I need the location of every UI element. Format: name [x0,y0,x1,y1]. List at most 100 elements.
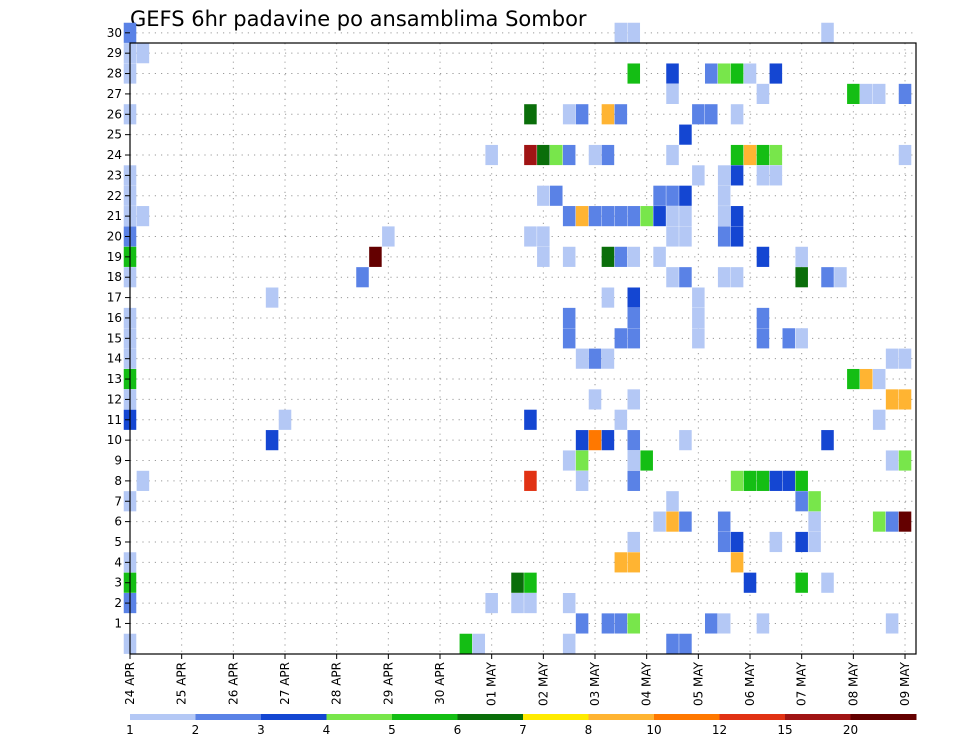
heatmap-cell [666,83,679,104]
y-tick-label: 7 [114,494,122,508]
x-tick-label: 07 MAY [795,661,809,706]
heatmap-cell [898,348,912,369]
heatmap-cell [679,185,692,206]
heatmap-cell [872,511,886,532]
x-tick-label: 26 APR [226,662,240,705]
x-tick-label: 08 MAY [846,661,860,706]
heatmap-cell [743,470,757,491]
heatmap-cell [459,633,473,654]
color-legend: 1 2 3 4 5 6 7 8 10 12 15 20 [126,714,917,737]
heatmap-cell [356,267,369,288]
legend-swatch [195,714,262,720]
heatmap-cell [705,613,718,634]
heatmap-cell [666,206,679,227]
heatmap-cell [614,22,628,43]
y-tick-label: 13 [107,372,122,386]
heatmap-cell [756,246,770,267]
y-tick-label: 25 [107,128,122,142]
y-tick-label: 1 [114,616,122,630]
heatmap-cell [821,267,834,288]
heatmap-cell [898,83,912,104]
y-tick-label: 21 [107,209,122,223]
heatmap-cell [537,246,550,267]
legend-label: 4 [323,723,331,737]
legend-swatch [850,714,917,720]
heatmap-cell [692,328,705,349]
legend-swatch [130,714,196,720]
legend-swatch [588,714,655,720]
y-tick-label: 5 [114,535,122,549]
x-tick-label: 28 APR [330,662,344,705]
x-tick-label: 29 APR [381,662,395,705]
heatmap-cell [369,246,382,267]
heatmap-cell [653,185,666,206]
heatmap-cell [795,531,808,553]
heatmap-cell [524,593,537,614]
heatmap-cell [485,144,498,166]
heatmap-cell [562,307,576,329]
heatmap-cell [511,593,524,614]
heatmap-cell [717,511,731,532]
heatmap-cell [627,287,641,308]
heatmap-cell [692,307,705,329]
heatmap-cell [756,328,770,349]
x-tick-label: 06 MAY [743,661,757,706]
heatmap-cell [898,389,912,410]
heatmap-cell [769,144,783,166]
legend-label: 3 [257,723,265,737]
heatmap-cell [562,450,576,471]
y-tick-label: 11 [107,413,122,427]
legend-label: 7 [519,723,527,737]
heatmap-cell [601,430,615,451]
heatmap-cell [730,552,744,573]
heatmap-cell [898,144,912,166]
y-tick-label: 8 [114,474,122,488]
heatmap-cell [717,613,731,634]
heatmap-cell [730,104,744,125]
heatmap-cell [730,165,744,186]
heatmap-cell [679,633,692,654]
heatmap-cell [136,206,150,227]
heatmap-cell [795,328,808,349]
heatmap-cell [640,450,653,471]
heatmap-cell [265,287,279,308]
heatmap-cell [614,409,628,430]
heatmap-cell [601,613,615,634]
heatmap-cell [795,572,808,593]
y-tick-label: 19 [107,250,122,264]
heatmap-cell [666,185,679,206]
heatmap-cell [795,246,808,267]
heatmap-cell [550,144,563,166]
heatmap-cell [872,368,886,390]
heatmap-cell [382,226,395,247]
legend-swatch [326,714,393,720]
heatmap-cell [614,104,628,125]
heatmap-cell [123,22,137,43]
heatmap-cell [614,613,628,634]
heatmap-cell [562,246,576,267]
heatmap-cell [730,63,744,84]
heatmap-cell [898,511,912,532]
heatmap-cells [123,22,912,654]
y-tick-label: 14 [107,352,122,366]
heatmap-cell [898,450,912,471]
y-tick-label: 12 [107,392,122,406]
heatmap-cell [679,267,692,288]
heatmap-cell [627,613,641,634]
heatmap-cell [601,144,615,166]
x-tick-label: 04 MAY [640,661,654,706]
y-tick-label: 10 [107,433,122,447]
y-tick-label: 23 [107,168,122,182]
legend-label: 10 [646,723,661,737]
legend-swatch [261,714,327,720]
y-axis-ticks: 1234567891011121314151617181920212223242… [107,26,130,630]
heatmap-cell [601,104,615,125]
chart-title: GEFS 6hr padavine po ansamblima Sombor [130,7,587,31]
legend-label: 5 [388,723,396,737]
y-tick-label: 15 [107,331,122,345]
heatmap-cell [885,389,899,410]
heatmap-cell [847,83,860,104]
heatmap-cell [756,144,770,166]
heatmap-cell [562,206,576,227]
